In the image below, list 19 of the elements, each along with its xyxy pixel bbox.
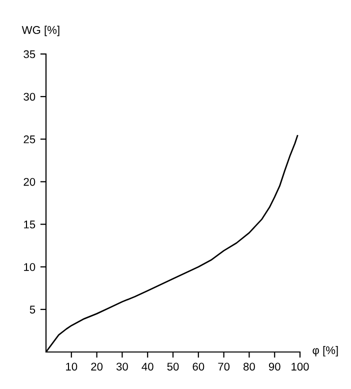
x-tick-label: 100 [292, 362, 309, 371]
y-tick-label: 20 [24, 178, 36, 186]
x-tick-label: 50 [167, 362, 179, 371]
y-tick-label: 35 [24, 50, 36, 58]
x-tick-label: 20 [91, 362, 103, 371]
x-tick-label: 40 [142, 362, 154, 371]
x-tick-label: 10 [66, 362, 78, 371]
x-tick-label: 80 [244, 362, 255, 371]
x-tick-label: 90 [268, 362, 280, 371]
y-tick-label: 10 [24, 263, 36, 271]
y-tick-label: 25 [24, 135, 36, 144]
y-tick-label: 30 [24, 92, 36, 101]
x-tick-label: 70 [218, 362, 230, 371]
x-tick-label: 30 [116, 362, 128, 371]
x-tick-label: 60 [192, 362, 204, 371]
y-tick-label: 5 [30, 306, 36, 314]
y-tick-label: 15 [24, 220, 36, 228]
x-axis-title: φ [%] [312, 346, 338, 356]
y-axis-title: WG [%] [22, 26, 60, 36]
